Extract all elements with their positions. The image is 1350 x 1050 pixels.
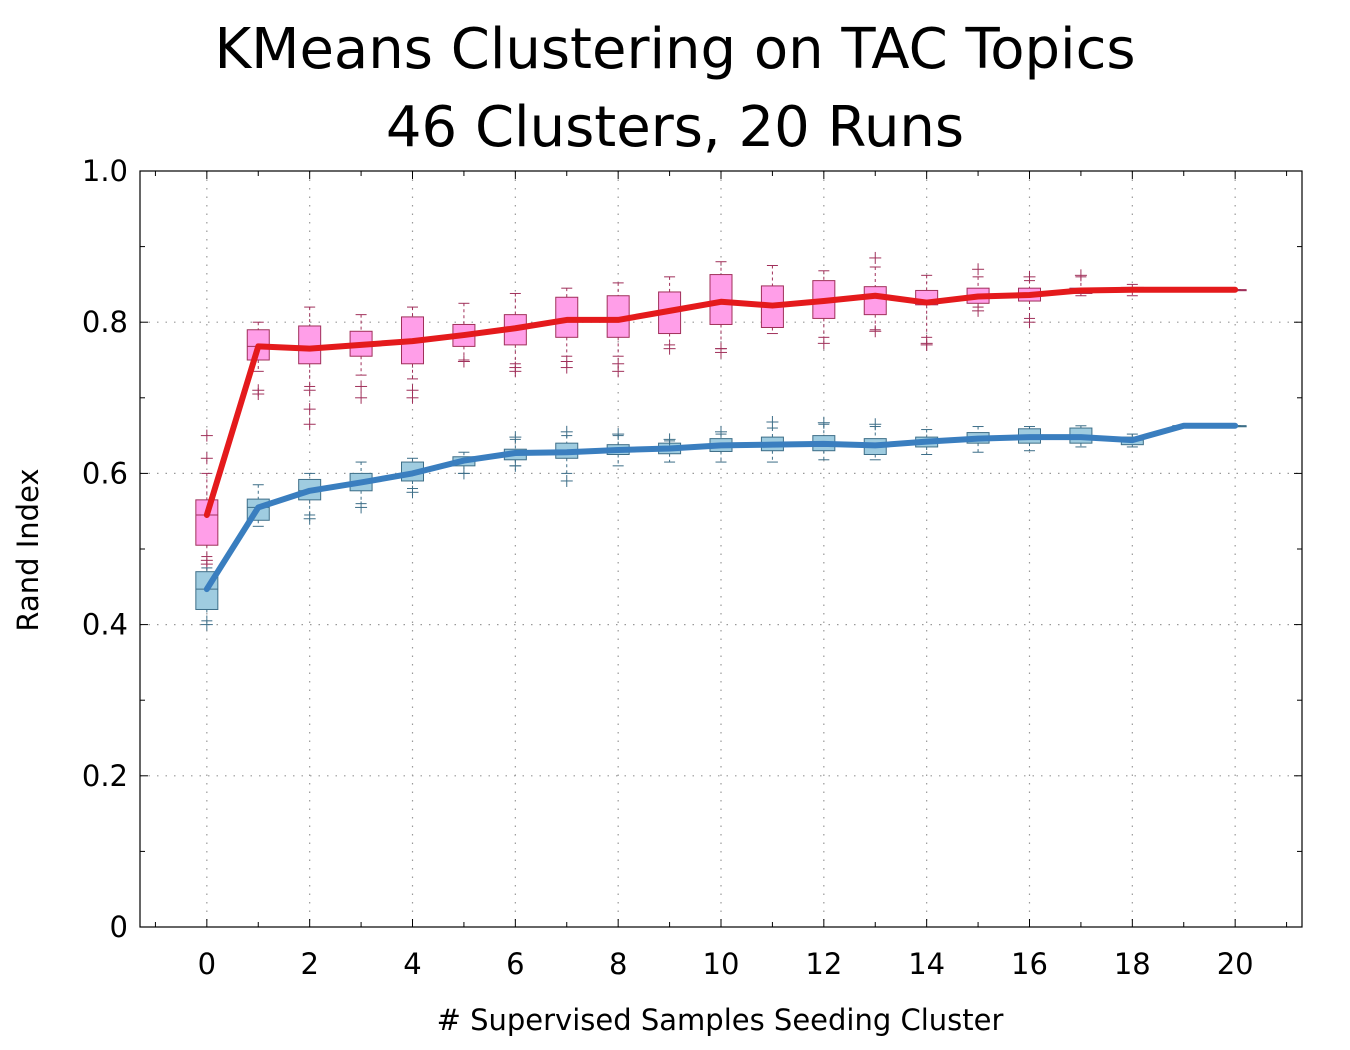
y-tick-label: 1.0 <box>82 154 128 188</box>
x-tick-label: 4 <box>403 947 421 981</box>
box <box>863 286 887 316</box>
x-tick-label: 16 <box>1011 947 1048 981</box>
y-tick-label: 0.4 <box>82 608 128 642</box>
y-tick-label: 0.2 <box>82 759 128 793</box>
y-axis-label: Rand Index <box>11 468 45 632</box>
x-tick-label: 0 <box>198 947 216 981</box>
x-tick-label: 10 <box>703 947 740 981</box>
y-tick-label: 0.6 <box>82 456 128 490</box>
x-tick-label: 6 <box>506 947 524 981</box>
x-tick-label: 8 <box>609 947 627 981</box>
x-tick-label: 2 <box>300 947 318 981</box>
y-tick-label: 0 <box>110 910 128 944</box>
x-tick-label: 18 <box>1114 947 1151 981</box>
chart-subtitle: 46 Clusters, 20 Runs <box>385 95 965 160</box>
series-line <box>203 286 1239 518</box>
x-tick-label: 12 <box>805 947 842 981</box>
chart-title: KMeans Clustering on TAC Topics <box>214 17 1136 82</box>
box <box>298 325 322 365</box>
series-line <box>203 422 1239 593</box>
x-tick-label: 20 <box>1217 947 1254 981</box>
x-axis-label: # Supervised Samples Seeding Cluster <box>436 1003 1004 1037</box>
y-tick-label: 0.8 <box>82 305 128 339</box>
x-tick-label: 14 <box>908 947 945 981</box>
box <box>195 499 219 546</box>
